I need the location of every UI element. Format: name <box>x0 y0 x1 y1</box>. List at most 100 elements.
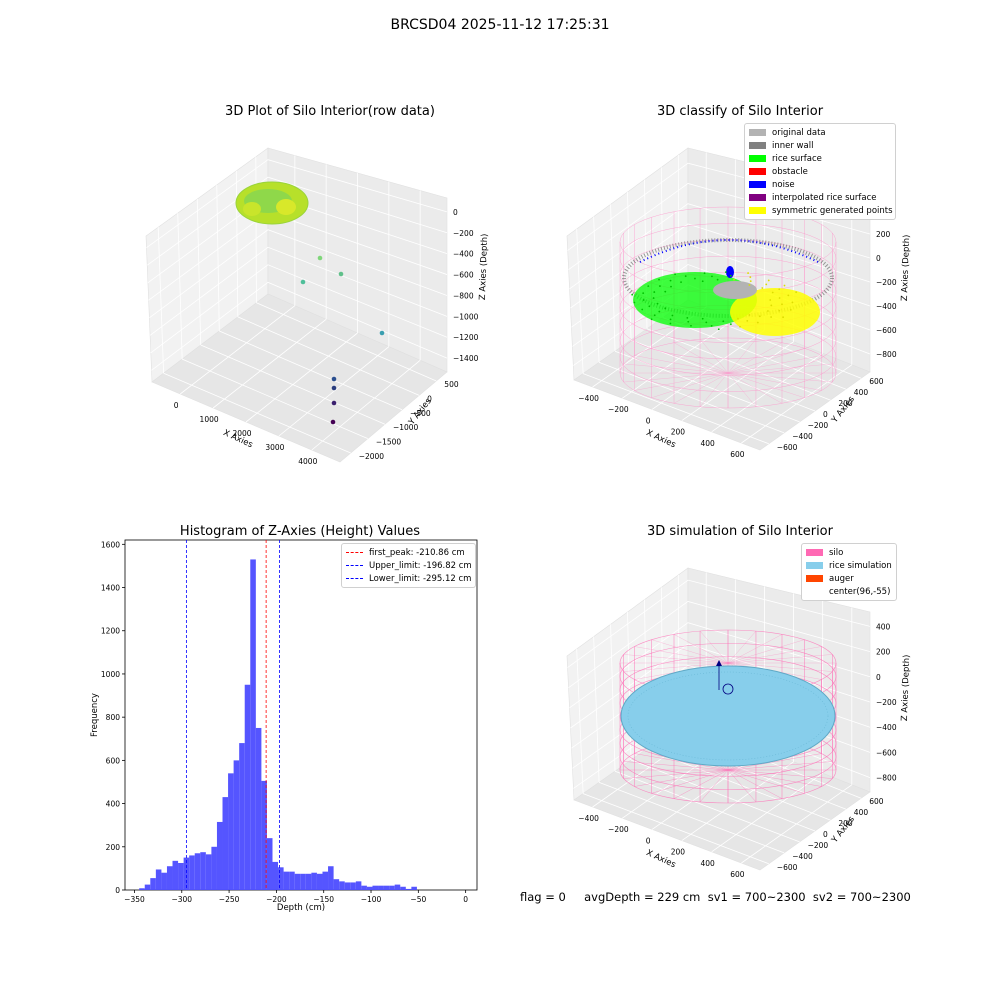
sim-gridline <box>568 601 871 689</box>
raw-gridline <box>177 213 183 360</box>
classify-surface-dot <box>746 319 749 322</box>
classify-surface-dot <box>684 275 687 278</box>
raw-x-tick: 2000 <box>232 429 251 438</box>
classify-y-tick: −600 <box>777 443 798 452</box>
legend-item-rice-surface: rice surface <box>749 152 891 165</box>
histogram-y-tick: 1600 <box>101 540 120 549</box>
classify-surface-dot <box>778 288 781 291</box>
raw-outlier-point <box>331 400 337 406</box>
legend-item-symmetric: symmetric generated points <box>749 204 893 217</box>
classify-silo-spoke <box>699 372 729 407</box>
histogram-y-tick: 600 <box>106 756 121 765</box>
classify-surface-dot <box>631 293 634 296</box>
classify-surface-dot <box>724 271 727 273</box>
sim-silo-spoke <box>727 769 805 794</box>
classify-surface-dot <box>717 328 720 331</box>
sim-x-tick: 0 <box>646 836 651 845</box>
legend-item-silo: silo <box>806 546 892 559</box>
legend-item-inner-wall: inner wall <box>749 139 891 152</box>
legend-label: rice surface <box>772 153 822 164</box>
classify-silo-spoke <box>634 372 729 391</box>
histogram-bar <box>405 888 412 890</box>
histogram-title: Histogram of Z-Axies (Height) Values <box>179 524 421 539</box>
classify-y-tick: −200 <box>808 421 829 430</box>
legend-item-upper-limit: Upper_limit: -196.82 cm <box>346 559 472 572</box>
sim-silo-spoke <box>727 662 833 672</box>
sim-silo-spoke <box>634 646 729 664</box>
histogram-frame <box>124 539 478 891</box>
raw-rice-surface-highlight <box>276 199 296 215</box>
histogram-bar <box>283 871 290 890</box>
raw-floor-pane <box>151 293 448 463</box>
classify-silo-spoke <box>727 355 822 374</box>
histogram-y-label: Frequency <box>90 693 100 737</box>
histogram-y-tick: 800 <box>106 713 121 722</box>
histogram-bar <box>372 885 379 890</box>
classify-original-data <box>713 281 757 299</box>
histogram-bar <box>316 873 323 890</box>
histogram-bar <box>194 853 201 890</box>
panel4-title: 3D simulation of Silo Interior <box>647 524 833 539</box>
sim-silo-spoke <box>727 634 783 664</box>
raw-gridline <box>278 346 390 437</box>
classify-surface-dot <box>758 315 761 318</box>
legend-label: first_peak: -210.86 cm <box>369 547 465 558</box>
classify-x-tick: −200 <box>608 405 629 414</box>
sim-silo-spoke <box>673 769 729 799</box>
histogram-bar <box>339 881 345 890</box>
classify-surface-dot <box>767 279 770 282</box>
legend-item-first-peak: first_peak: -210.86 cm <box>346 546 471 559</box>
sim-y-tick: 200 <box>838 819 853 828</box>
classify-surface-dot <box>648 305 651 308</box>
classify-surface-dot <box>778 309 781 312</box>
legend-label: Lower_limit: -295.12 cm <box>369 573 472 584</box>
histogram-y-tick: 400 <box>106 800 121 809</box>
classify-z-label: Z Axies (Depth) <box>900 234 912 301</box>
classify-silo-spoke <box>727 372 805 398</box>
legend-item-rice-simulation: rice simulation <box>806 559 892 572</box>
histogram-bar <box>155 869 162 890</box>
classify-y-tick: 600 <box>869 377 884 386</box>
classify-z-tick: 0 <box>876 254 881 263</box>
classify-surface-dot <box>748 314 751 316</box>
legend-item-interpolated: interpolated rice surface <box>749 191 891 204</box>
sim-silo-spoke <box>727 753 822 771</box>
sim-z-tick: −400 <box>876 723 897 732</box>
histogram-bar <box>383 885 390 890</box>
histogram-bar <box>189 855 195 890</box>
classify-silo-spoke <box>623 372 729 383</box>
raw-gridline <box>200 344 386 425</box>
classify-surface-dot <box>687 320 690 323</box>
classify-surface-dot <box>650 318 653 321</box>
classify-surface-dot <box>701 317 704 320</box>
raw-y-tick: −1000 <box>393 423 419 432</box>
histogram-x-tick: −300 <box>171 895 192 904</box>
raw-gridline <box>235 170 239 317</box>
histogram-bar <box>394 884 401 890</box>
histogram-y-tick: 1000 <box>101 670 120 679</box>
classify-silo-spoke <box>651 348 729 374</box>
sim-silo-spoke <box>727 630 757 664</box>
histogram-bar <box>272 861 279 890</box>
legend-swatch <box>806 549 823 556</box>
histogram-bar <box>328 866 334 890</box>
classify-surface-dot <box>642 292 645 295</box>
classify-surface-dot <box>653 314 656 317</box>
classify-surface-dot <box>703 272 706 275</box>
classify-surface-dot <box>783 284 786 287</box>
classify-z-tick: −400 <box>876 302 897 311</box>
sim-z-tick: −200 <box>876 698 897 707</box>
sim-y-tick: −200 <box>808 841 829 850</box>
classify-surface-dot <box>669 318 672 321</box>
classify-silo-spoke <box>727 372 783 404</box>
raw-gridline <box>216 184 220 331</box>
raw-y-tick: −1500 <box>376 438 402 447</box>
raw-z-label: Z Axies (Depth) <box>478 233 490 300</box>
classify-y-tick: 400 <box>854 388 869 397</box>
classify-surface-dot <box>737 317 739 320</box>
classify-surface-dot <box>749 276 752 279</box>
classify-silo-spoke <box>651 372 729 398</box>
sim-y-tick: 400 <box>854 808 869 817</box>
legend-swatch <box>806 588 823 595</box>
histogram-bar <box>350 882 356 890</box>
